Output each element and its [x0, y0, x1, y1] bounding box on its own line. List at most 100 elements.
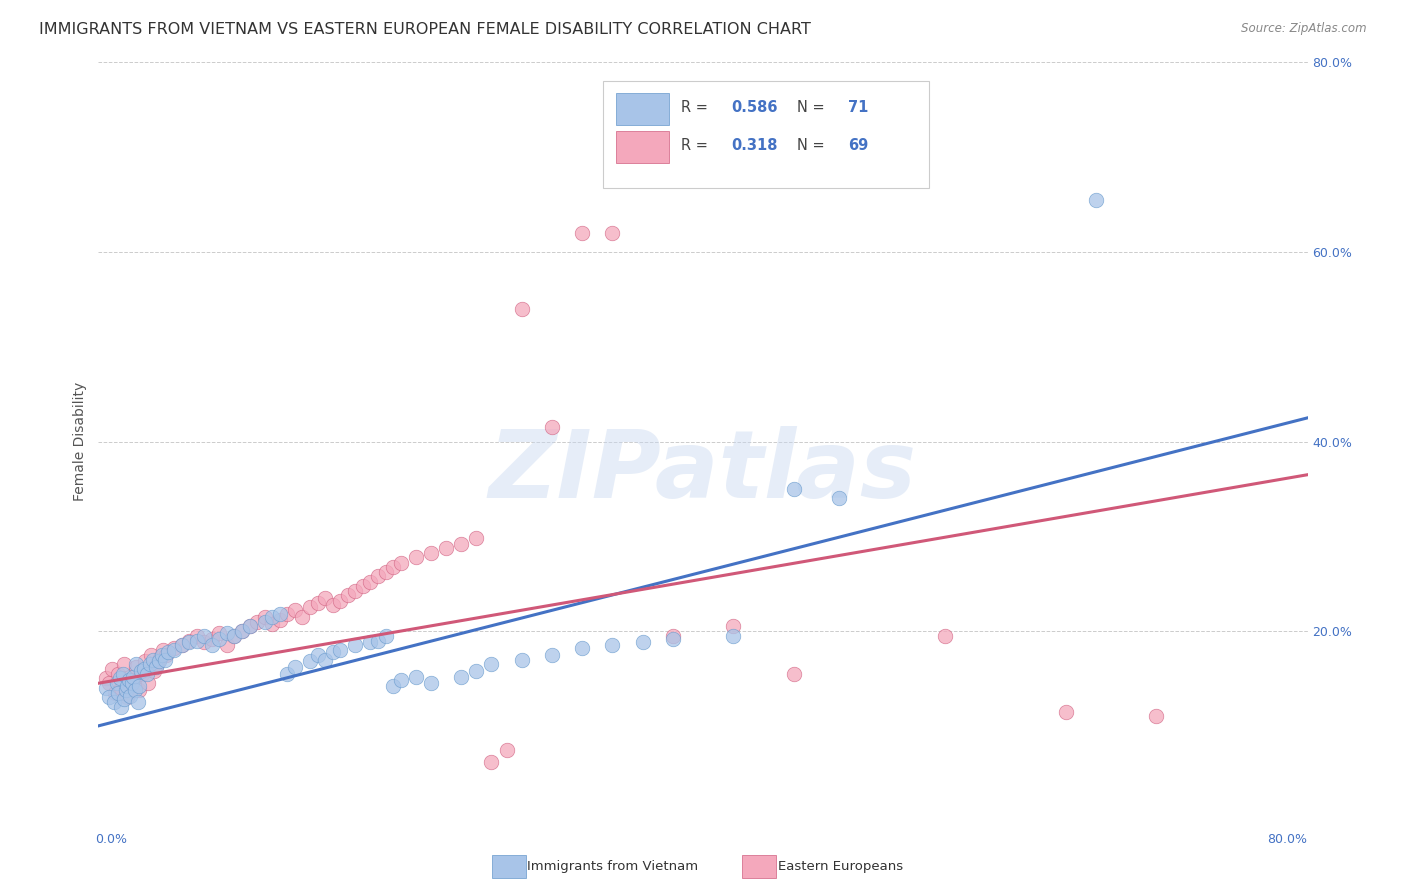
Point — [540, 648, 562, 662]
Point — [112, 692, 135, 706]
Point — [374, 566, 396, 580]
Point — [224, 629, 246, 643]
Point — [262, 610, 284, 624]
Point — [141, 648, 163, 662]
Point — [934, 629, 956, 643]
Point — [269, 607, 291, 621]
Point — [122, 669, 145, 684]
Point — [329, 643, 352, 657]
Point — [253, 610, 276, 624]
Point — [145, 660, 167, 674]
Point — [1144, 709, 1167, 723]
Point — [239, 619, 262, 633]
Point — [215, 626, 238, 640]
Point — [329, 594, 352, 608]
Point — [142, 652, 165, 666]
Point — [465, 664, 488, 678]
Text: 80.0%: 80.0% — [1268, 832, 1308, 846]
Point — [307, 596, 329, 610]
Point — [179, 635, 201, 649]
Point — [602, 226, 624, 240]
Point — [389, 556, 412, 570]
Point — [208, 626, 231, 640]
Point — [307, 648, 329, 662]
Point — [631, 635, 654, 649]
Point — [224, 629, 246, 643]
Point — [495, 742, 517, 756]
Point — [540, 420, 562, 434]
Point — [170, 638, 193, 652]
Point — [122, 673, 145, 688]
Point — [360, 574, 382, 589]
Text: R =: R = — [682, 137, 713, 153]
Point — [193, 635, 215, 649]
Point — [450, 669, 472, 684]
Point — [239, 619, 262, 633]
Text: Source: ZipAtlas.com: Source: ZipAtlas.com — [1241, 22, 1367, 36]
Point — [143, 664, 166, 678]
Point — [115, 679, 138, 693]
Point — [374, 629, 396, 643]
Point — [276, 666, 298, 681]
Point — [723, 629, 745, 643]
Point — [405, 550, 427, 565]
Point — [111, 666, 134, 681]
Point — [150, 648, 173, 662]
Point — [163, 643, 186, 657]
Point — [723, 619, 745, 633]
Point — [110, 699, 132, 714]
Point — [125, 657, 148, 672]
Point — [107, 666, 129, 681]
Point — [276, 607, 298, 621]
Point — [163, 641, 186, 656]
Text: Immigrants from Vietnam: Immigrants from Vietnam — [527, 860, 699, 872]
Point — [450, 537, 472, 551]
Point — [571, 226, 593, 240]
Point — [135, 666, 157, 681]
Point — [118, 673, 141, 688]
Point — [510, 301, 533, 316]
Point — [382, 559, 405, 574]
Point — [152, 643, 174, 657]
Point — [132, 662, 155, 676]
Point — [367, 633, 389, 648]
Point — [299, 600, 322, 615]
Point — [94, 681, 117, 695]
Point — [314, 652, 336, 666]
Point — [146, 657, 169, 672]
Point — [208, 632, 231, 646]
Point — [389, 673, 412, 688]
Point — [121, 676, 143, 690]
Point — [201, 632, 224, 646]
FancyBboxPatch shape — [616, 93, 669, 125]
Point — [179, 633, 201, 648]
Point — [128, 682, 150, 697]
Point — [124, 682, 146, 697]
Point — [352, 579, 374, 593]
Text: R =: R = — [682, 100, 713, 115]
Point — [156, 645, 179, 659]
Text: N =: N = — [797, 100, 830, 115]
Text: 71: 71 — [848, 100, 869, 115]
Point — [322, 645, 344, 659]
Text: N =: N = — [797, 137, 830, 153]
Point — [231, 624, 253, 639]
Point — [139, 657, 162, 672]
Point — [661, 629, 683, 643]
FancyBboxPatch shape — [603, 81, 929, 187]
Point — [661, 632, 683, 646]
Point — [262, 616, 284, 631]
Point — [510, 652, 533, 666]
Point — [107, 686, 129, 700]
Point — [120, 669, 142, 684]
Point — [322, 598, 344, 612]
Point — [105, 676, 128, 690]
Point — [434, 541, 457, 555]
Text: 0.586: 0.586 — [731, 100, 778, 115]
Point — [783, 482, 806, 496]
Point — [201, 638, 224, 652]
Point — [783, 666, 806, 681]
Point — [186, 629, 208, 643]
Point — [420, 546, 443, 560]
Point — [284, 603, 307, 617]
